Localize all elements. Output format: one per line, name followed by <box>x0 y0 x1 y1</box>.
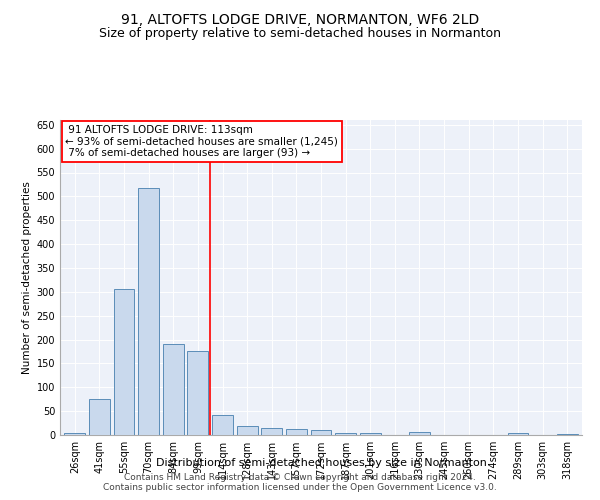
Bar <box>508 432 529 435</box>
Bar <box>311 430 331 435</box>
Bar <box>360 432 381 435</box>
Bar <box>187 352 208 435</box>
Text: 91, ALTOFTS LODGE DRIVE, NORMANTON, WF6 2LD: 91, ALTOFTS LODGE DRIVE, NORMANTON, WF6 … <box>121 12 479 26</box>
Bar <box>236 426 257 435</box>
Bar <box>335 432 356 435</box>
Text: 91 ALTOFTS LODGE DRIVE: 113sqm
← 93% of semi-detached houses are smaller (1,245): 91 ALTOFTS LODGE DRIVE: 113sqm ← 93% of … <box>65 124 338 158</box>
Bar <box>89 399 110 435</box>
Bar <box>286 430 307 435</box>
Bar <box>409 432 430 435</box>
Text: Distribution of semi-detached houses by size in Normanton: Distribution of semi-detached houses by … <box>155 458 487 468</box>
Bar <box>138 188 159 435</box>
Text: Contains HM Land Registry data © Crown copyright and database right 2024.
Contai: Contains HM Land Registry data © Crown c… <box>103 473 497 492</box>
Bar <box>113 290 134 435</box>
Text: Size of property relative to semi-detached houses in Normanton: Size of property relative to semi-detach… <box>99 28 501 40</box>
Bar <box>163 344 184 435</box>
Bar <box>261 428 282 435</box>
Bar <box>557 434 578 435</box>
Y-axis label: Number of semi-detached properties: Number of semi-detached properties <box>22 181 32 374</box>
Bar <box>64 432 85 435</box>
Bar <box>212 415 233 435</box>
